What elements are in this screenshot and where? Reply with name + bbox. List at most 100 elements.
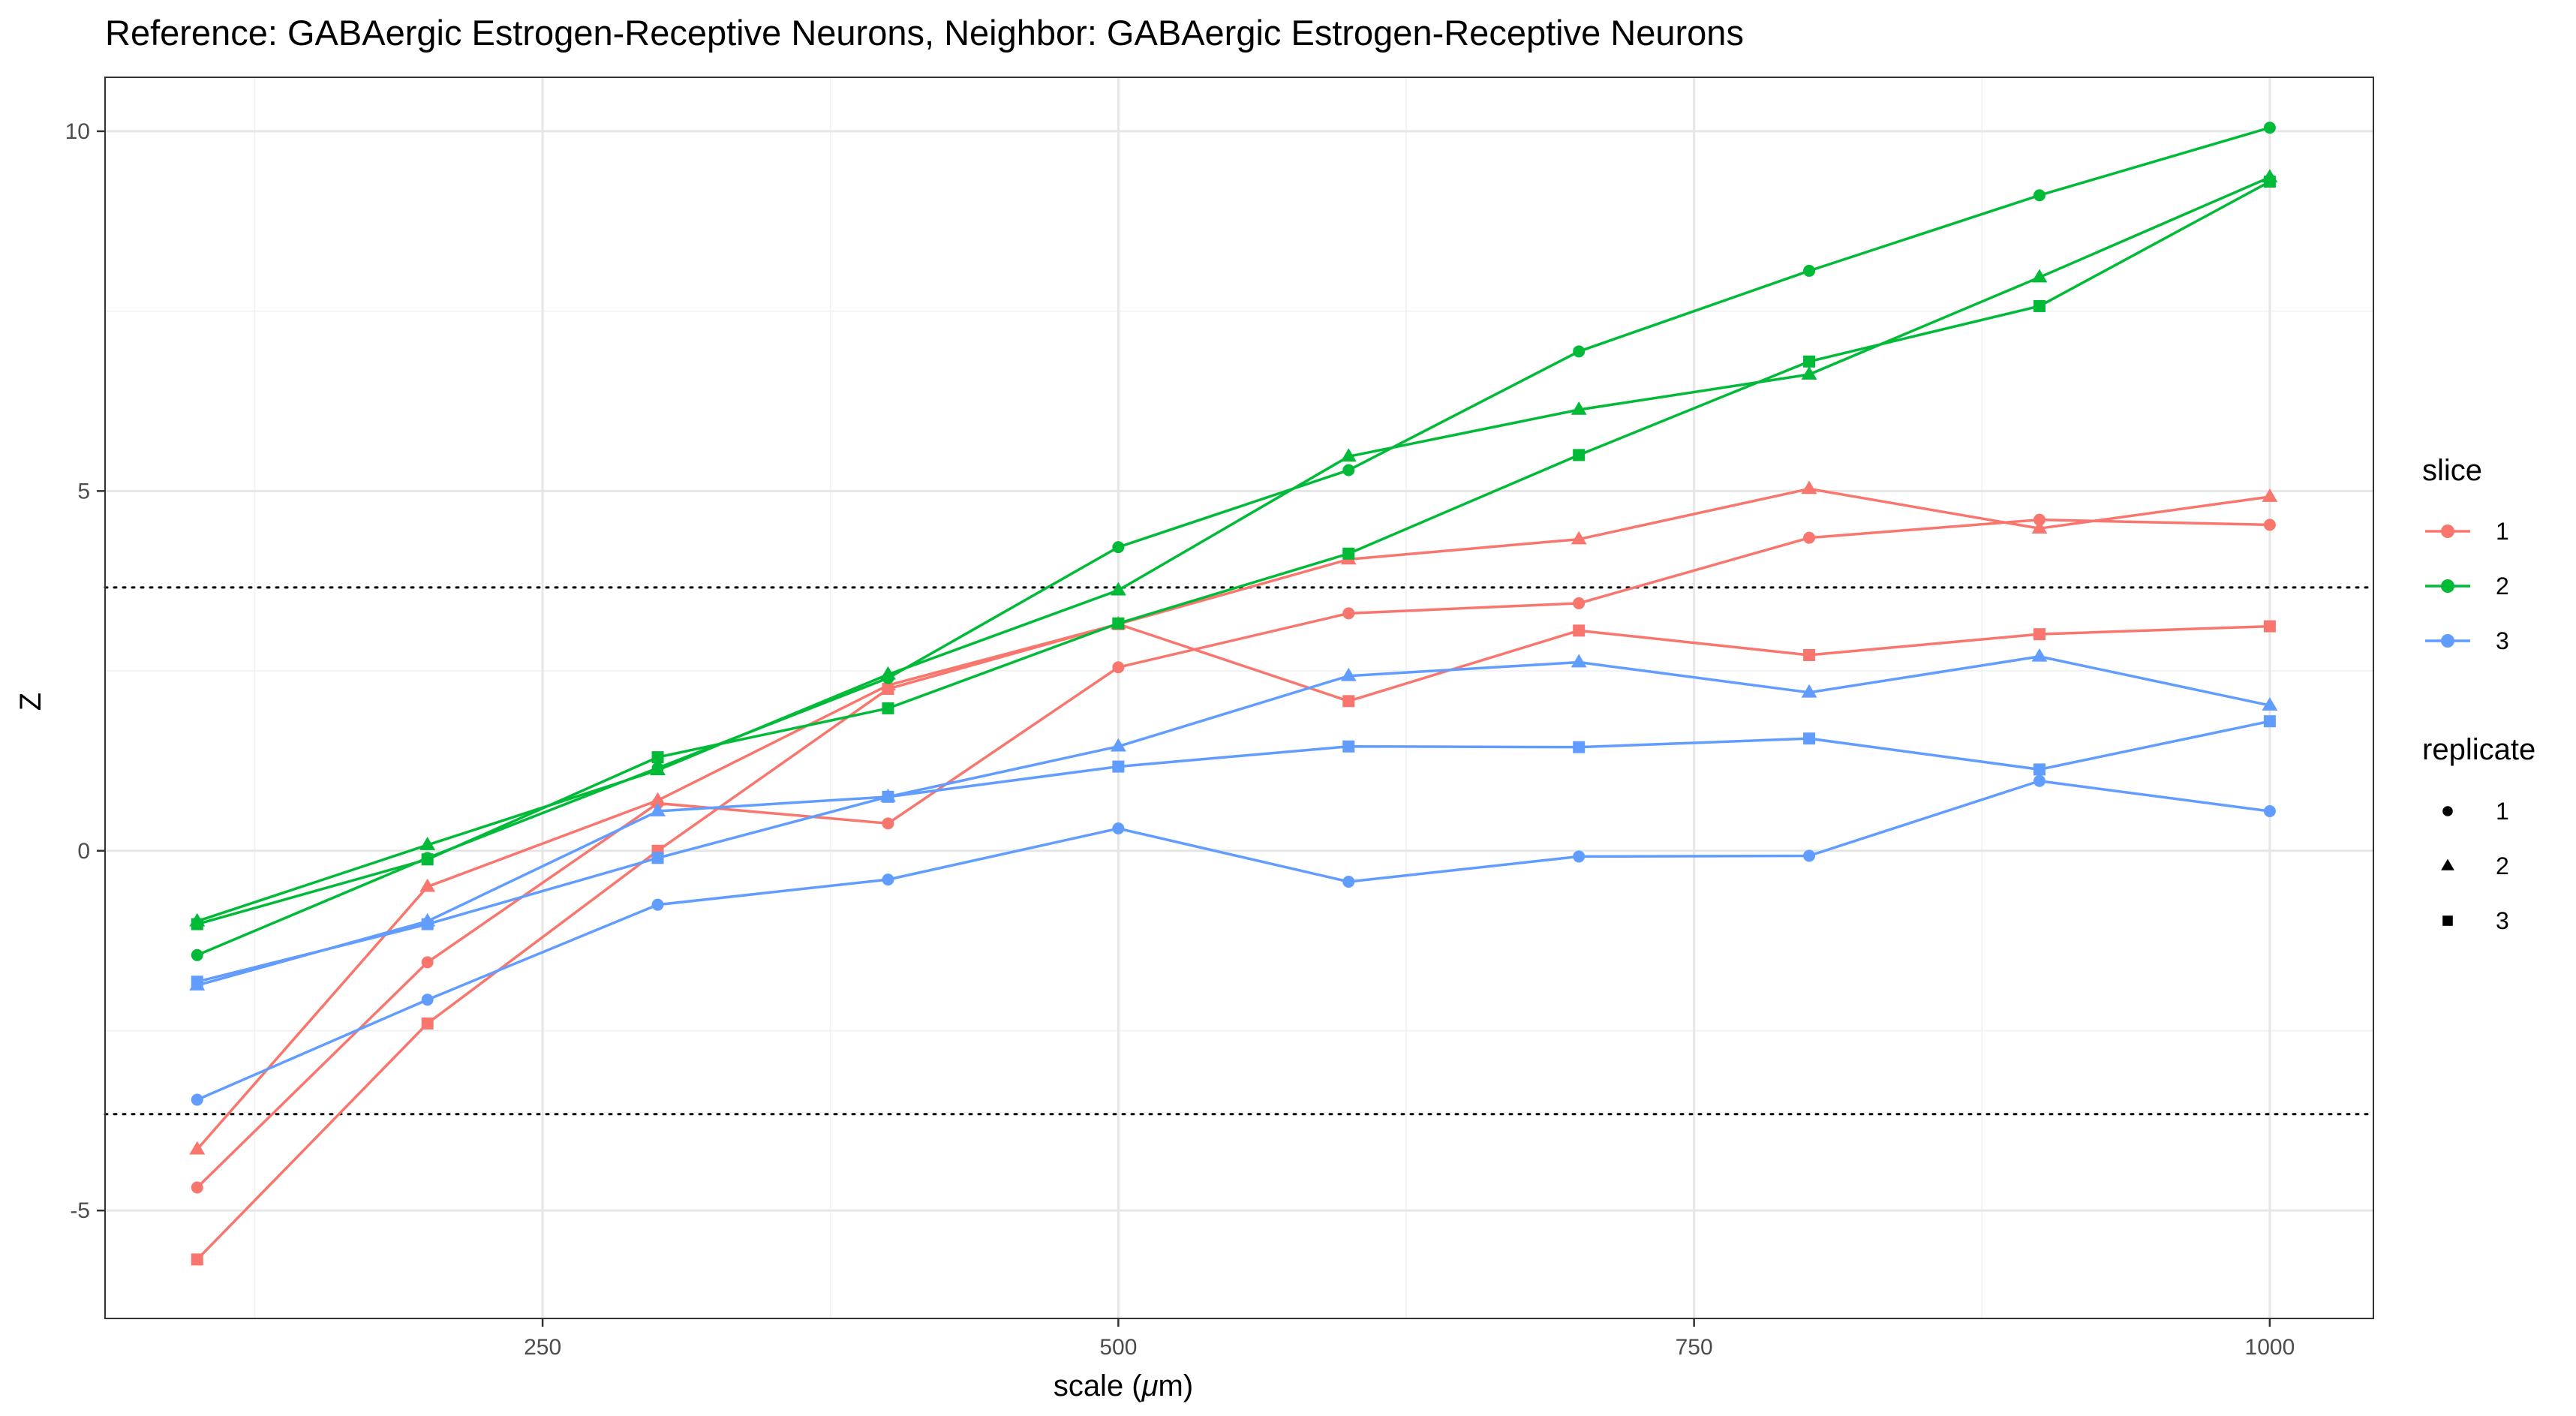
legend-key-label: 3 (2496, 907, 2509, 934)
series-line (197, 720, 2271, 983)
data-point (191, 918, 203, 930)
data-point (419, 878, 436, 892)
data-point (421, 956, 434, 969)
data-point (2263, 620, 2276, 633)
data-point (421, 918, 434, 930)
data-point (880, 666, 896, 680)
data-point (2263, 122, 2276, 134)
data-point (189, 1141, 206, 1155)
data-point (419, 837, 436, 850)
data-point (2031, 520, 2048, 534)
series-line (196, 487, 2271, 1150)
x-axis-title: scale (μm) (1054, 1369, 1193, 1402)
data-point (1803, 849, 1816, 862)
data-point (651, 852, 664, 864)
data-point (1801, 366, 1817, 380)
y-axis-title: Z (14, 693, 47, 711)
data-point (1803, 732, 1816, 745)
legend-key-slice-1: 1 (2425, 518, 2509, 545)
legend-title-replicate: replicate (2422, 733, 2535, 766)
data-point (191, 976, 203, 988)
series-slice-2-replicate-3 (191, 176, 2276, 930)
legend-key-marker (2441, 525, 2454, 538)
data-point (882, 817, 894, 830)
legend-key-label: 2 (2496, 573, 2509, 600)
data-point (1801, 684, 1817, 698)
series-line (196, 518, 2270, 1189)
data-point (1571, 401, 1587, 415)
data-point (1573, 449, 1586, 461)
series-slice-3-replicate-1 (191, 774, 2276, 1106)
legend-key-slice-2: 2 (2425, 573, 2509, 600)
data-point (2033, 189, 2045, 202)
series-line (197, 180, 2271, 926)
data-point (421, 853, 434, 866)
plot-panel-border (104, 77, 2374, 1319)
y-tick-label: -5 (70, 1198, 90, 1223)
data-point (882, 702, 894, 714)
data-point (1571, 654, 1587, 668)
legend-key-marker (2441, 634, 2454, 648)
x-tick-label: 750 (1676, 1335, 1713, 1360)
data-point (882, 790, 894, 803)
data-point (1340, 448, 1357, 462)
data-point (2033, 628, 2045, 641)
legend: slice replicate 1 2 3 1 2 3 (2422, 454, 2535, 934)
data-point (2263, 805, 2276, 818)
data-point (2263, 176, 2276, 188)
data-point (1342, 607, 1355, 620)
legend-shape-keys: 1 2 3 (2441, 798, 2509, 934)
data-point (421, 994, 434, 1006)
data-point (1342, 875, 1355, 888)
data-point (1573, 741, 1586, 753)
data-point (1110, 738, 1126, 752)
data-point (1803, 355, 1816, 368)
legend-key-marker (2442, 806, 2453, 816)
legend-key-marker (2441, 858, 2454, 870)
data-point (2031, 269, 2048, 283)
axis-ticks: 250 500 750 1000 -5 0 5 10 (65, 119, 2295, 1360)
legend-key-label: 3 (2496, 627, 2509, 654)
series-line (197, 779, 2271, 1102)
legend-key-slice-3: 3 (2425, 627, 2509, 654)
legend-key-marker (2441, 579, 2454, 593)
x-tick-label: 500 (1099, 1335, 1137, 1360)
data-point (1342, 695, 1355, 708)
legend-key-label: 1 (2496, 518, 2509, 545)
data-point (2033, 299, 2045, 312)
data-point (1342, 740, 1355, 753)
data-point (2033, 774, 2045, 787)
data-point (2033, 763, 2045, 776)
series-line (197, 655, 2271, 987)
x-tick-label: 1000 (2245, 1335, 2295, 1360)
data-point (2031, 648, 2048, 662)
y-tick-label: 10 (65, 119, 90, 144)
data-point (1803, 531, 1816, 544)
series-line (197, 126, 2271, 957)
legend-key-label: 2 (2496, 852, 2509, 879)
legend-color-keys: 1 2 3 (2425, 518, 2509, 654)
series-slice-1-replicate-3 (191, 618, 2276, 1266)
data-point (1112, 822, 1125, 835)
data-point (2263, 519, 2276, 531)
data-point (882, 683, 894, 696)
data-point (421, 1017, 434, 1030)
data-point (650, 762, 666, 776)
data-point (651, 898, 664, 911)
data-point (1342, 464, 1355, 477)
y-tick-label: 0 (77, 839, 90, 864)
series-line (196, 622, 2270, 1261)
data-point (650, 803, 666, 816)
data-point (191, 1253, 203, 1266)
chart-title: Reference: GABAergic Estrogen-Receptive … (105, 13, 1744, 53)
series-slice-1-replicate-2 (189, 480, 2278, 1155)
data-point (191, 1093, 203, 1106)
data-point (191, 1181, 203, 1194)
data-point (1801, 480, 1817, 495)
legend-key-marker (2442, 915, 2453, 926)
data-point (1573, 345, 1586, 358)
data-series (189, 122, 2278, 1266)
x-tick-label: 250 (524, 1335, 561, 1360)
